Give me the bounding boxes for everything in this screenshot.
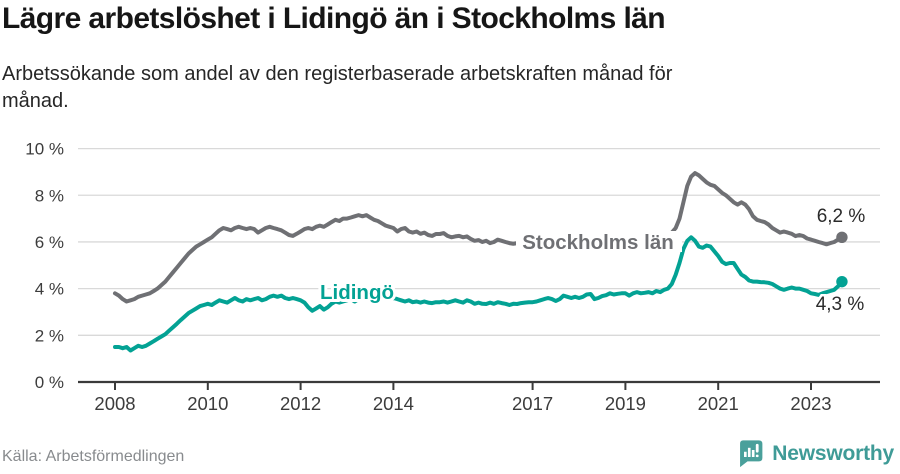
chart: 0 % 2 % 4 % 6 % 8 % 10 % 2008 2010 2012 2014 2017 2…: [25, 140, 880, 414]
end-dot-lidingo: [836, 275, 848, 288]
newsworthy-wordmark: Newsworthy: [772, 441, 894, 465]
y-axis-tick-label: 6 %: [35, 233, 64, 252]
y-axis-tick-label: 2 %: [35, 326, 64, 345]
x-axis-tick-label: 2019: [605, 393, 646, 414]
x-axis-tick-label: 2010: [187, 393, 228, 414]
series-label-lidingo: Lidingö: [320, 281, 394, 304]
y-axis-tick-label: 0 %: [35, 373, 64, 392]
newsworthy-barchart-icon: [740, 440, 763, 468]
end-dot-stockholms-lan: [836, 231, 848, 243]
subtitle-line-2: månad.: [2, 90, 69, 112]
x-axis-tick-label: 2017: [512, 393, 553, 414]
x-axis-tick-label: 2008: [94, 393, 135, 414]
x-axis-tick-label: 2014: [373, 393, 414, 414]
chart-subtitle: Arbetssökande som andel av den registerb…: [2, 61, 672, 115]
source-text: Källa: Arbetsförmedlingen: [2, 448, 185, 465]
x-axis-tick-label: 2023: [790, 393, 831, 414]
newsworthy-logo: Newsworthy: [737, 437, 894, 470]
series-line-stockholms-lan: [113, 171, 844, 304]
series-label-mask-stockholms-lan: [516, 231, 682, 252]
x-axis-tick-label: 2012: [280, 393, 321, 414]
page-title: Lägre arbetslöshet i Lidingö än i Stockh…: [2, 2, 666, 35]
end-value-label-lidingo: 4,3 %: [816, 294, 865, 315]
series-line-lidingo: [113, 235, 844, 353]
end-value-label-stockholms-lan: 6,2 %: [817, 206, 866, 227]
series-label-stockholms-lan: Stockholms län: [522, 231, 674, 254]
x-axis-tick-label: 2021: [698, 393, 739, 414]
y-axis-tick-label: 10 %: [25, 140, 64, 159]
y-axis-tick-label: 4 %: [35, 280, 64, 299]
y-axis-tick-label: 8 %: [35, 186, 64, 205]
subtitle-line-1: Arbetssökande som andel av den registerb…: [2, 63, 673, 85]
